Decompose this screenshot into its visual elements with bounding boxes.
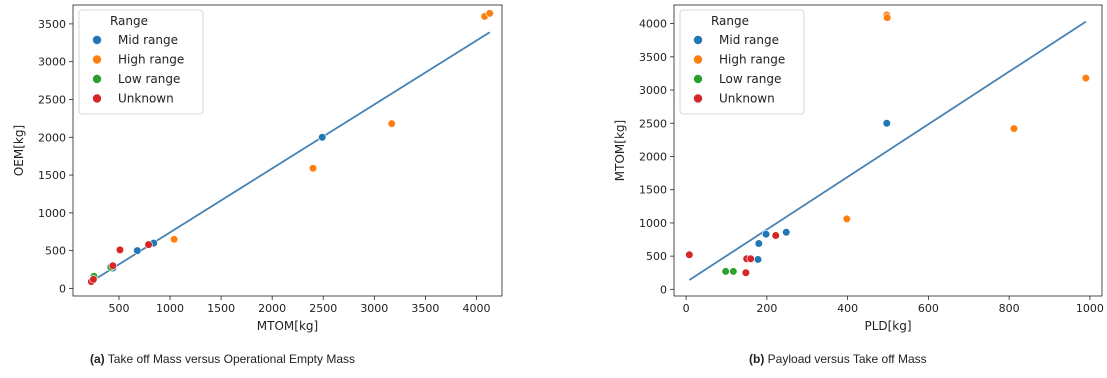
x-tick-label: 1000 — [156, 302, 184, 315]
legend-label-mid-range: Mid range — [719, 33, 779, 47]
legend-marker-unknown — [693, 94, 703, 103]
point-mid-range — [133, 246, 142, 255]
point-high-range — [387, 119, 396, 128]
point-unknown — [741, 268, 750, 277]
point-unknown — [89, 275, 98, 284]
point-low-range — [729, 267, 738, 276]
x-tick-label: 500 — [108, 302, 129, 315]
legend-label-mid-range: Mid range — [118, 33, 178, 47]
point-unknown — [115, 245, 125, 254]
x-tick-label: 2000 — [258, 302, 286, 315]
legend-label-high-range: High range — [719, 53, 785, 67]
x-tick-label: 600 — [918, 302, 939, 315]
x-tick-label: 400 — [837, 302, 858, 315]
y-tick-label: 2500 — [38, 93, 66, 106]
y-tick-label: 500 — [45, 245, 66, 258]
y-tick-label: 0 — [660, 283, 667, 296]
point-unknown — [746, 254, 755, 263]
caption-a-text: Take off Mass versus Operational Empty M… — [107, 352, 356, 366]
legend-title: Range — [711, 14, 749, 28]
x-tick-label: 4000 — [462, 302, 490, 315]
point-high-range — [485, 9, 494, 18]
legend-marker-high-range — [92, 55, 102, 64]
legend-marker-low-range — [92, 74, 102, 84]
caption-b-tag: (b) — [749, 352, 765, 366]
legend-marker-mid-range — [693, 35, 703, 45]
legend-marker-low-range — [693, 74, 703, 84]
point-mid-range — [318, 133, 327, 142]
x-tick-label: 2500 — [309, 302, 337, 315]
legend-title: Range — [110, 14, 148, 28]
y-tick-label: 1000 — [639, 217, 667, 230]
y-tick-label: 2500 — [639, 117, 667, 130]
fit-line — [688, 20, 1087, 281]
y-axis-label: MTOM[kg] — [613, 120, 627, 181]
point-mid-range — [754, 239, 763, 248]
legend-label-unknown: Unknown — [118, 92, 174, 106]
point-unknown — [685, 250, 694, 259]
legend-label-high-range: High range — [118, 53, 184, 67]
point-mid-range — [782, 228, 791, 237]
x-tick-label: 0 — [683, 302, 690, 315]
y-axis-label: OEM[kg] — [12, 125, 26, 176]
y-tick-label: 3500 — [38, 18, 66, 31]
y-tick-label: 1500 — [38, 169, 66, 182]
legend-box — [78, 9, 204, 115]
point-mid-range — [882, 119, 891, 128]
point-unknown — [771, 231, 780, 240]
chart-a: 500 1000 1500 2000 2500 3000 3500 4000 0 500 1000 1… — [12, 4, 503, 333]
y-tick-label: 3000 — [38, 56, 66, 69]
legend-marker-unknown — [92, 94, 102, 103]
caption-a-tag: (a) — [90, 352, 105, 366]
legend-label-low-range: Low range — [719, 72, 781, 86]
fit-line — [90, 31, 491, 283]
point-high-range — [308, 164, 318, 173]
x-tick-label: 3500 — [411, 302, 439, 315]
caption-a: (a) Take off Mass versus Operational Emp… — [90, 352, 355, 366]
point-unknown — [144, 240, 153, 249]
x-axis-label: PLD[kg] — [864, 319, 911, 333]
legend-marker-high-range — [693, 55, 703, 64]
chart-b: 0 200 400 600 800 1000 0 500 1000 1500 2000 2500 300… — [613, 4, 1104, 333]
point-low-range — [721, 267, 730, 276]
legend-label-low-range: Low range — [118, 72, 180, 86]
y-tick-label: 3000 — [639, 84, 667, 97]
plot-frame — [673, 4, 1103, 297]
x-tick-label: 800 — [999, 302, 1020, 315]
y-tick-label: 3500 — [639, 51, 667, 64]
y-tick-label: 500 — [646, 250, 667, 263]
caption-b-text: Payload versus Take off Mass — [767, 352, 927, 366]
x-tick-label: 3000 — [360, 302, 388, 315]
y-tick-label: 2000 — [38, 131, 66, 144]
point-high-range — [1009, 124, 1019, 133]
point-mid-range — [753, 255, 763, 264]
y-tick-label: 0 — [59, 282, 66, 295]
legend-marker-mid-range — [92, 35, 102, 45]
point-high-range — [1081, 73, 1090, 83]
y-tick-label: 4000 — [639, 18, 667, 31]
x-tick-label: 1500 — [207, 302, 235, 315]
y-tick-label: 1000 — [38, 207, 66, 220]
point-high-range — [883, 13, 892, 22]
plot-frame — [72, 4, 503, 297]
y-tick-label: 1500 — [639, 184, 667, 197]
point-high-range — [842, 214, 851, 224]
x-tick-label: 1000 — [1076, 302, 1104, 315]
y-tick-label: 2000 — [639, 150, 667, 163]
point-high-range — [170, 235, 179, 244]
point-mid-range — [761, 230, 771, 239]
legend-box — [679, 9, 805, 115]
caption-b: (b) Payload versus Take off Mass — [749, 352, 927, 366]
x-axis-label: MTOM[kg] — [257, 319, 318, 333]
legend-label-unknown: Unknown — [719, 92, 775, 106]
point-unknown — [108, 261, 117, 270]
x-tick-label: 200 — [756, 302, 777, 315]
